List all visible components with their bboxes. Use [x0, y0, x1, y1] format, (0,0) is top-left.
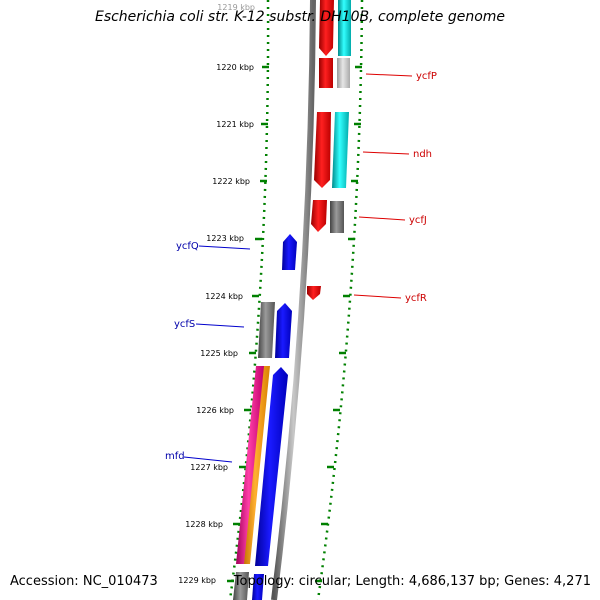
gene-arrow[interactable]: [252, 574, 264, 600]
gene-ycfJ[interactable]: [311, 200, 327, 232]
gene-label-ycfJ[interactable]: ycfJ: [409, 215, 427, 226]
tick-label: 1220 kbp: [216, 63, 254, 72]
gene-ycfS[interactable]: [275, 303, 292, 358]
gene-label-ycfR[interactable]: ycfR: [405, 293, 427, 304]
minus-strand-genes: [233, 234, 297, 600]
cog-box[interactable]: [258, 302, 275, 358]
topology-value: circular: [298, 574, 347, 589]
gene-label-ycfS[interactable]: ycfS: [174, 319, 195, 330]
cog-box[interactable]: [330, 201, 344, 233]
plus-gene-labels: ycfP ndh ycfJ ycfR: [353, 71, 437, 304]
cog-box[interactable]: [236, 366, 264, 564]
gene-mfd[interactable]: [255, 367, 288, 566]
cog-box[interactable]: [243, 366, 270, 564]
genome-stats: Topology: circular; Length: 4,686,137 bp…: [233, 574, 591, 589]
cog-box[interactable]: [337, 58, 350, 88]
title-text: Escherichia coli str. K-12 substr. DH10B…: [94, 9, 506, 25]
genes-label: Genes:: [504, 574, 550, 589]
accession-value: NC_010473: [82, 574, 158, 589]
tick-label: 1222 kbp: [212, 177, 250, 186]
tick-label: 1221 kbp: [216, 120, 254, 129]
tick-label: 1219 kbp: [217, 3, 255, 12]
accession-info: Accession: NC_010473: [10, 574, 158, 589]
tick-label: 1224 kbp: [205, 292, 243, 301]
gene-ycfQ[interactable]: [282, 234, 297, 270]
outer-ticks: [227, 65, 269, 583]
accession-label: Accession:: [10, 574, 79, 589]
cog-box[interactable]: [233, 572, 249, 600]
tick-label: 1227 kbp: [190, 463, 228, 472]
label-leader: [362, 151, 410, 155]
label-leader: [195, 323, 245, 328]
gene-ycfR[interactable]: [307, 286, 321, 300]
inner-dotted-arc: [316, 0, 364, 600]
topology-label: Topology:: [233, 574, 295, 589]
minus-gene-labels: ycfQ ycfS mfd: [165, 241, 251, 463]
label-leader: [198, 245, 251, 250]
gene-label-mfd[interactable]: mfd: [165, 451, 185, 462]
cog-box[interactable]: [332, 112, 349, 188]
tick-label: 1226 kbp: [196, 406, 234, 415]
gene-label-ycfP[interactable]: ycfP: [416, 71, 437, 82]
label-leader: [365, 73, 413, 77]
length-label: Length:: [355, 574, 405, 589]
genes-value: 4,271: [553, 574, 591, 589]
map-title-overlay: Escherichia coli str. K-12 substr. DH10B…: [0, 9, 600, 25]
length-value: 4,686,137 bp: [408, 574, 496, 589]
outer-dotted-arc: [228, 0, 270, 600]
cog-box[interactable]: [338, 0, 351, 56]
genome-backbone: [271, 0, 316, 600]
tick-label: 1229 kbp: [178, 576, 216, 585]
gene-arrow[interactable]: [319, 0, 334, 56]
tick-label: 1225 kbp: [200, 349, 238, 358]
label-leader: [358, 216, 406, 221]
gene-ndh[interactable]: [314, 112, 331, 188]
gene-label-ndh[interactable]: ndh: [413, 149, 432, 160]
tick-label: 1228 kbp: [185, 520, 223, 529]
tick-label: 1223 kbp: [206, 234, 244, 243]
inner-ticks: [315, 65, 362, 583]
gene-label-ycfQ[interactable]: ycfQ: [176, 241, 199, 252]
label-leader: [353, 294, 402, 299]
axis-tick-labels: 1219 kbp 1220 kbp 1221 kbp 1222 kbp 1223…: [178, 3, 255, 585]
plus-strand-genes: [307, 0, 351, 300]
label-leader: [183, 456, 233, 463]
gene-ycfP[interactable]: [319, 58, 333, 88]
